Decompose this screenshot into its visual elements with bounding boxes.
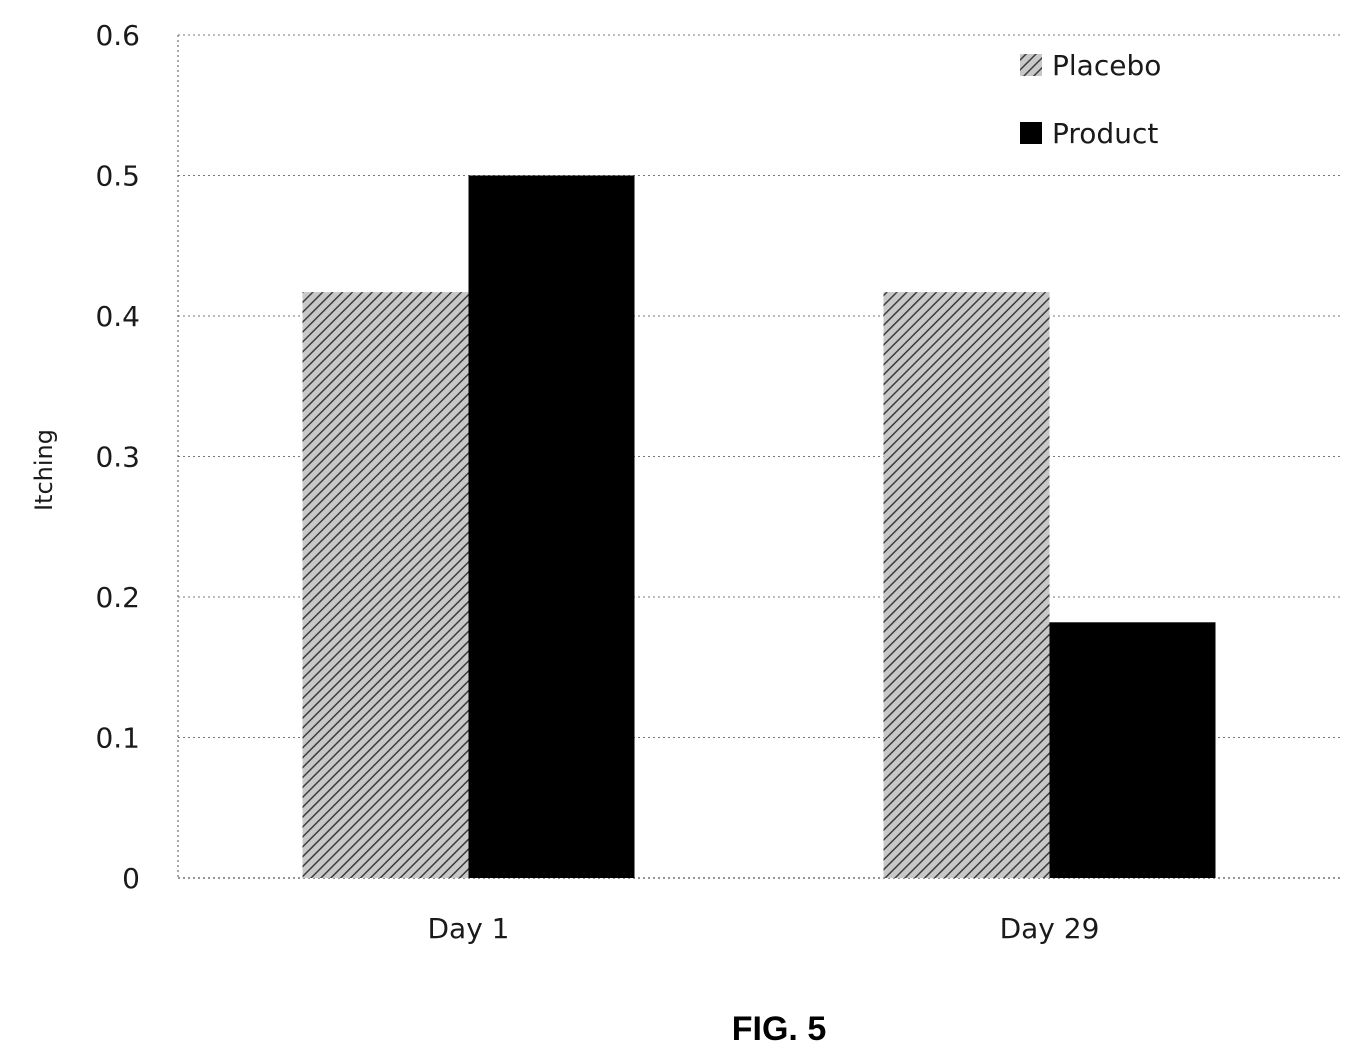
y-tick-labels: 0 0.1 0.2 0.3 0.4 0.5 0.6 <box>95 19 140 895</box>
y-tick-label: 0.2 <box>95 581 140 614</box>
y-tick-label: 0.3 <box>95 441 140 474</box>
bar-product-day-29 <box>1049 622 1216 878</box>
figure-caption: FIG. 5 <box>732 1010 826 1048</box>
x-tick-label: Day 29 <box>1000 912 1100 945</box>
legend-swatch-product <box>1020 122 1042 144</box>
y-axis-label: Itching <box>30 429 58 511</box>
legend-label-placebo: Placebo <box>1052 49 1161 82</box>
legend-swatch-placebo <box>1020 54 1042 76</box>
y-tick-label: 0.5 <box>95 160 140 193</box>
y-tick-label: 0.1 <box>95 722 140 755</box>
legend-label-product: Product <box>1052 117 1158 150</box>
axes <box>177 35 1340 879</box>
y-tick-label: 0.6 <box>95 19 140 52</box>
legend: Placebo Product <box>1020 49 1161 150</box>
x-tick-label: Day 1 <box>427 912 509 945</box>
bar-placebo-day-1 <box>302 292 469 878</box>
bars <box>302 175 1216 878</box>
x-tick-labels: Day 1 Day 29 <box>427 912 1099 945</box>
y-tick-label: 0 <box>122 862 140 895</box>
y-tick-label: 0.4 <box>95 300 140 333</box>
bar-product-day-1 <box>468 175 635 878</box>
bar-placebo-day-29 <box>883 292 1050 878</box>
gridlines <box>178 34 1340 738</box>
